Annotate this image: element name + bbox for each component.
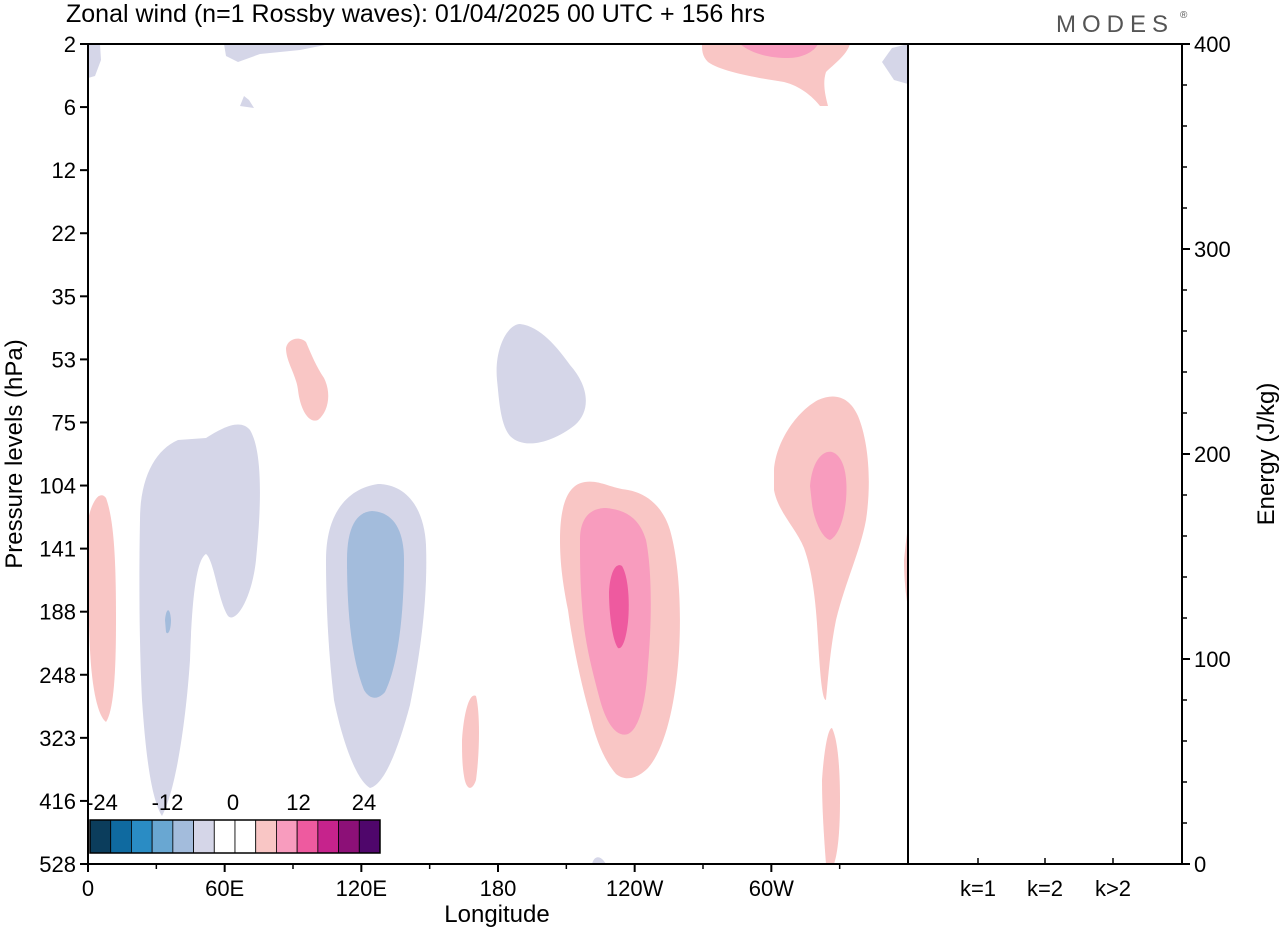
colorbar-swatch [255, 819, 277, 854]
colorbar-frame [89, 819, 381, 854]
x-tick-label: 120E [336, 876, 387, 901]
contour-pos-c [286, 338, 329, 421]
contour-neg-i [347, 511, 404, 698]
y-axis-label: Pressure levels (hPa) [1, 339, 28, 568]
colorbar-swatch [213, 819, 236, 854]
y-tick-label: 35 [52, 284, 76, 309]
contour-neg-j [165, 610, 171, 634]
contour-neg-a [88, 44, 101, 78]
y-tick-label: 22 [52, 221, 76, 246]
chart-title: Zonal wind (n=1 Rossby waves): 01/04/202… [66, 0, 765, 28]
colorbar-swatch [234, 819, 257, 854]
y-tick-label: 104 [39, 474, 76, 499]
plot-frame-right [907, 43, 1183, 865]
contour-pos-k [822, 728, 840, 864]
energy-cat-label: k=1 [960, 876, 996, 901]
contour-pos-i [774, 396, 869, 700]
colorbar-swatch [110, 819, 132, 854]
contour-neg-b [224, 44, 330, 62]
contour-pos-a [702, 44, 850, 106]
x-tick-label: 180 [480, 876, 517, 901]
energy-bar [1089, 863, 1137, 864]
colorbar-label: 24 [352, 790, 376, 815]
x-tick-label: 120W [606, 876, 664, 901]
contour-neg-d [882, 44, 908, 84]
colorbar-swatch [317, 819, 339, 854]
contour-fields [88, 44, 908, 864]
y-axis-ticks: 2 6 12 22 35 53 75 104 141 188 248 323 416 528 [39, 32, 88, 877]
colorbar-label: 12 [286, 790, 310, 815]
y2-tick-label: 0 [1194, 852, 1206, 877]
y2-tick-label: 200 [1194, 442, 1231, 467]
y-tick-label: 53 [52, 347, 76, 372]
y-tick-label: 188 [39, 600, 76, 625]
contour-neg-c [240, 96, 254, 108]
energy-bar [1021, 863, 1069, 864]
y-tick-label: 416 [39, 789, 76, 814]
y2-tick-label: 300 [1194, 237, 1231, 262]
colorbar-swatch [338, 819, 360, 854]
energy-axis-ticks: 0 100 200 300 400 [1182, 32, 1231, 877]
energy-bar [954, 863, 1002, 864]
energy-categories: k=1 k=2 k>2 [954, 858, 1137, 901]
contour-pos-h [609, 565, 629, 649]
colorbar-swatch [296, 819, 319, 854]
colorbar-swatch [172, 819, 194, 854]
contour-neg-f [139, 424, 260, 816]
x-axis-ticks: 0 60E 120E 180 120W 60W [82, 864, 841, 901]
contour-pos-d [88, 495, 116, 722]
y2-tick-label: 100 [1194, 647, 1231, 672]
contour-pos-b [740, 44, 818, 58]
energy-cat-label: k>2 [1095, 876, 1131, 901]
x-axis-label: Longitude [444, 901, 549, 928]
y-tick-label: 248 [39, 663, 76, 688]
colorbar-swatch [276, 819, 298, 854]
y-tick-label: 323 [39, 726, 76, 751]
y-tick-label: 6 [64, 95, 76, 120]
energy-cat-label: k=2 [1027, 876, 1063, 901]
contour-pos-e [462, 695, 479, 788]
y-tick-label: 75 [52, 410, 76, 435]
y-tick-label: 528 [39, 852, 76, 877]
colorbar-label: -12 [152, 790, 184, 815]
x-tick-label: 60W [749, 876, 794, 901]
colorbar-swatch [358, 819, 381, 854]
y-tick-label: 2 [64, 32, 76, 57]
brand-logo: MODES [1056, 11, 1174, 38]
brand-mark: ® [1180, 10, 1188, 21]
contour-pos-j [810, 451, 847, 540]
y-tick-label: 12 [52, 158, 76, 183]
y2-tick-label: 400 [1194, 32, 1231, 57]
colorbar-label: 0 [227, 790, 239, 815]
colorbar-swatch [151, 819, 174, 854]
y-tick-label: 141 [39, 537, 76, 562]
contour-neg-h [592, 857, 606, 864]
y2-axis-label: Energy (J/kg) [1253, 383, 1280, 526]
colorbar-swatch [131, 819, 153, 854]
colorbar-label: -24 [86, 790, 118, 815]
x-tick-label: 0 [82, 876, 94, 901]
x-tick-label: 60E [205, 876, 244, 901]
colorbar-swatch [193, 819, 215, 854]
colorbar-swatch [89, 819, 112, 854]
colorbar: -24 -12 0 12 24 [86, 790, 381, 854]
contour-neg-e [496, 324, 586, 444]
